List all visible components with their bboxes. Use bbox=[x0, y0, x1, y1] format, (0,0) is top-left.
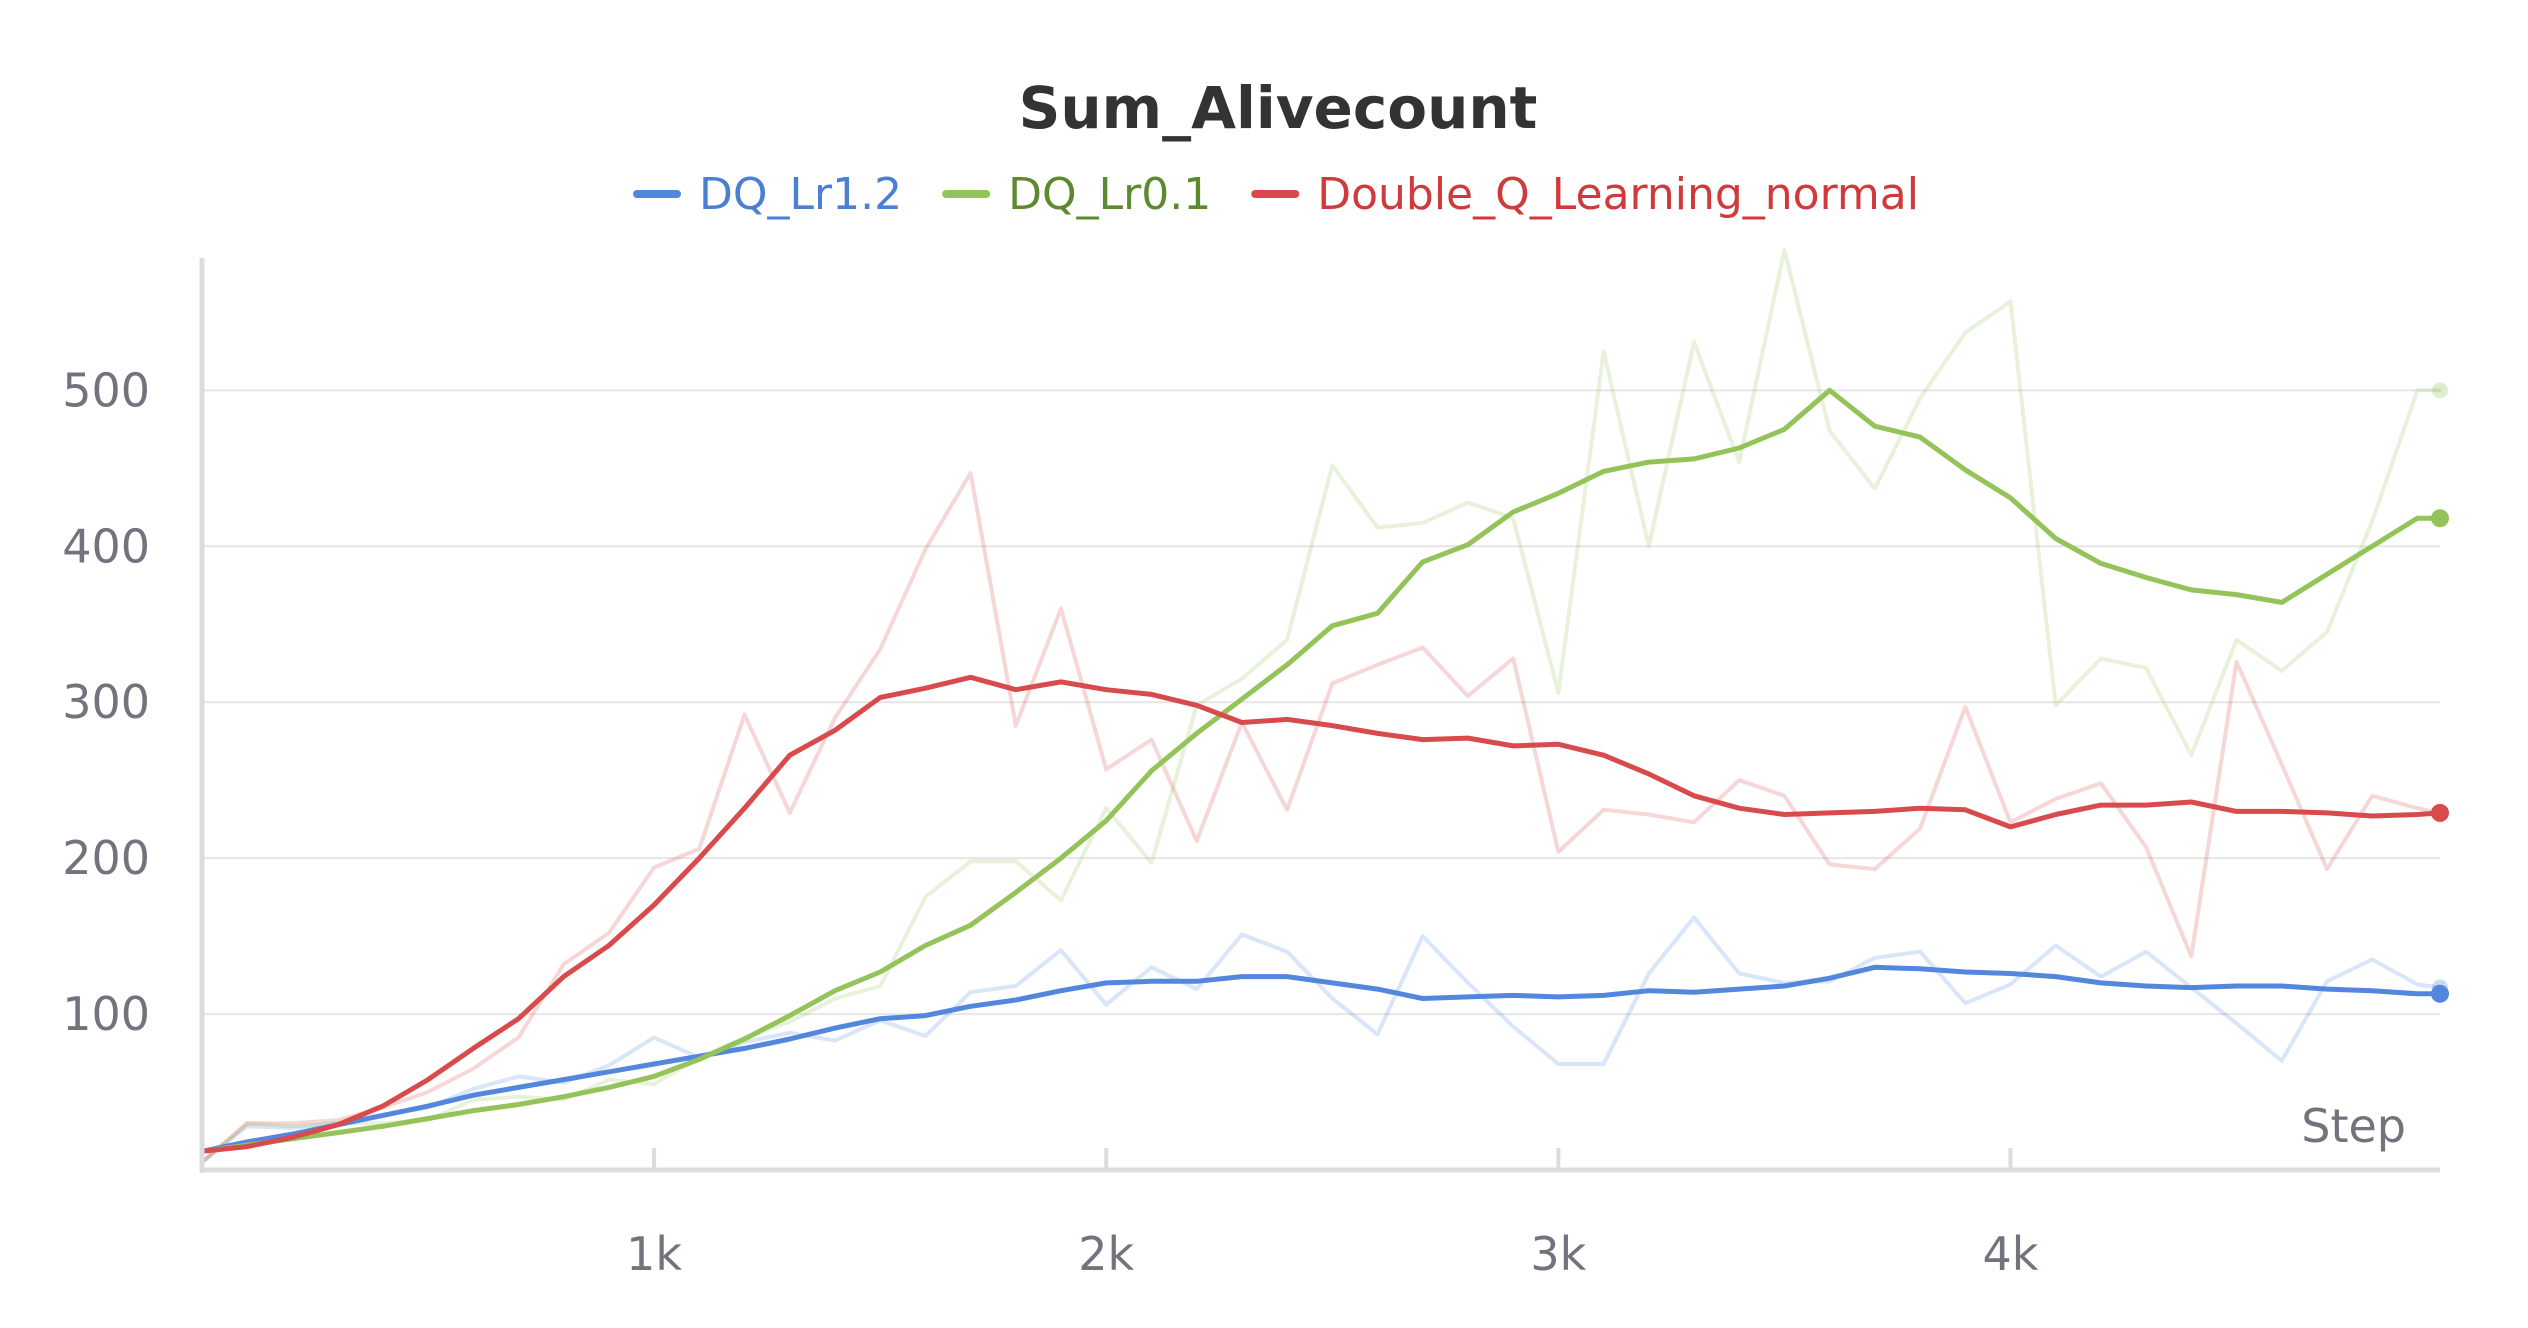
x-tick-label: 4k bbox=[1983, 1227, 2039, 1281]
series-smoothed-line bbox=[199, 387, 2443, 1154]
legend: DQ_Lr1.2 DQ_Lr0.1 Double_Q_Learning_normal bbox=[633, 169, 1919, 220]
series-end-point bbox=[2431, 803, 2449, 822]
x-tick-label: 3k bbox=[1530, 1227, 1586, 1281]
legend-label: DQ_Lr1.2 bbox=[699, 169, 902, 220]
axes bbox=[199, 258, 2440, 1173]
series-raw-line bbox=[200, 915, 2442, 1165]
x-tick-label: 2k bbox=[1078, 1227, 1134, 1281]
y-tick-label: 400 bbox=[62, 519, 150, 573]
series-raw-line bbox=[200, 248, 2442, 1165]
chart-title: Sum_Alivecount bbox=[1019, 74, 1538, 142]
legend-label: DQ_Lr0.1 bbox=[1008, 169, 1211, 220]
series-smoothed-line bbox=[199, 964, 2443, 1154]
y-tick-label: 500 bbox=[62, 363, 150, 417]
series-layer bbox=[199, 248, 2449, 1165]
series-end-point bbox=[2431, 509, 2449, 528]
series-smoothed-line bbox=[199, 674, 2443, 1154]
y-tick-label: 300 bbox=[62, 675, 150, 729]
x-ticks: 1k 2k 3k 4k bbox=[626, 1148, 2039, 1281]
legend-label: Double_Q_Learning_normal bbox=[1317, 169, 1919, 220]
y-tick-labels: 100 200 300 400 500 bbox=[62, 363, 150, 1041]
series-raw-line bbox=[200, 471, 2442, 1165]
series-end-point bbox=[2431, 984, 2449, 1003]
x-tick-label: 1k bbox=[626, 1227, 682, 1281]
y-tick-label: 200 bbox=[62, 831, 150, 885]
x-axis-label: Step bbox=[2301, 1099, 2406, 1153]
series-raw-end-point bbox=[2432, 382, 2448, 399]
grid-lines bbox=[202, 389, 2440, 1016]
y-tick-label: 100 bbox=[62, 987, 150, 1041]
